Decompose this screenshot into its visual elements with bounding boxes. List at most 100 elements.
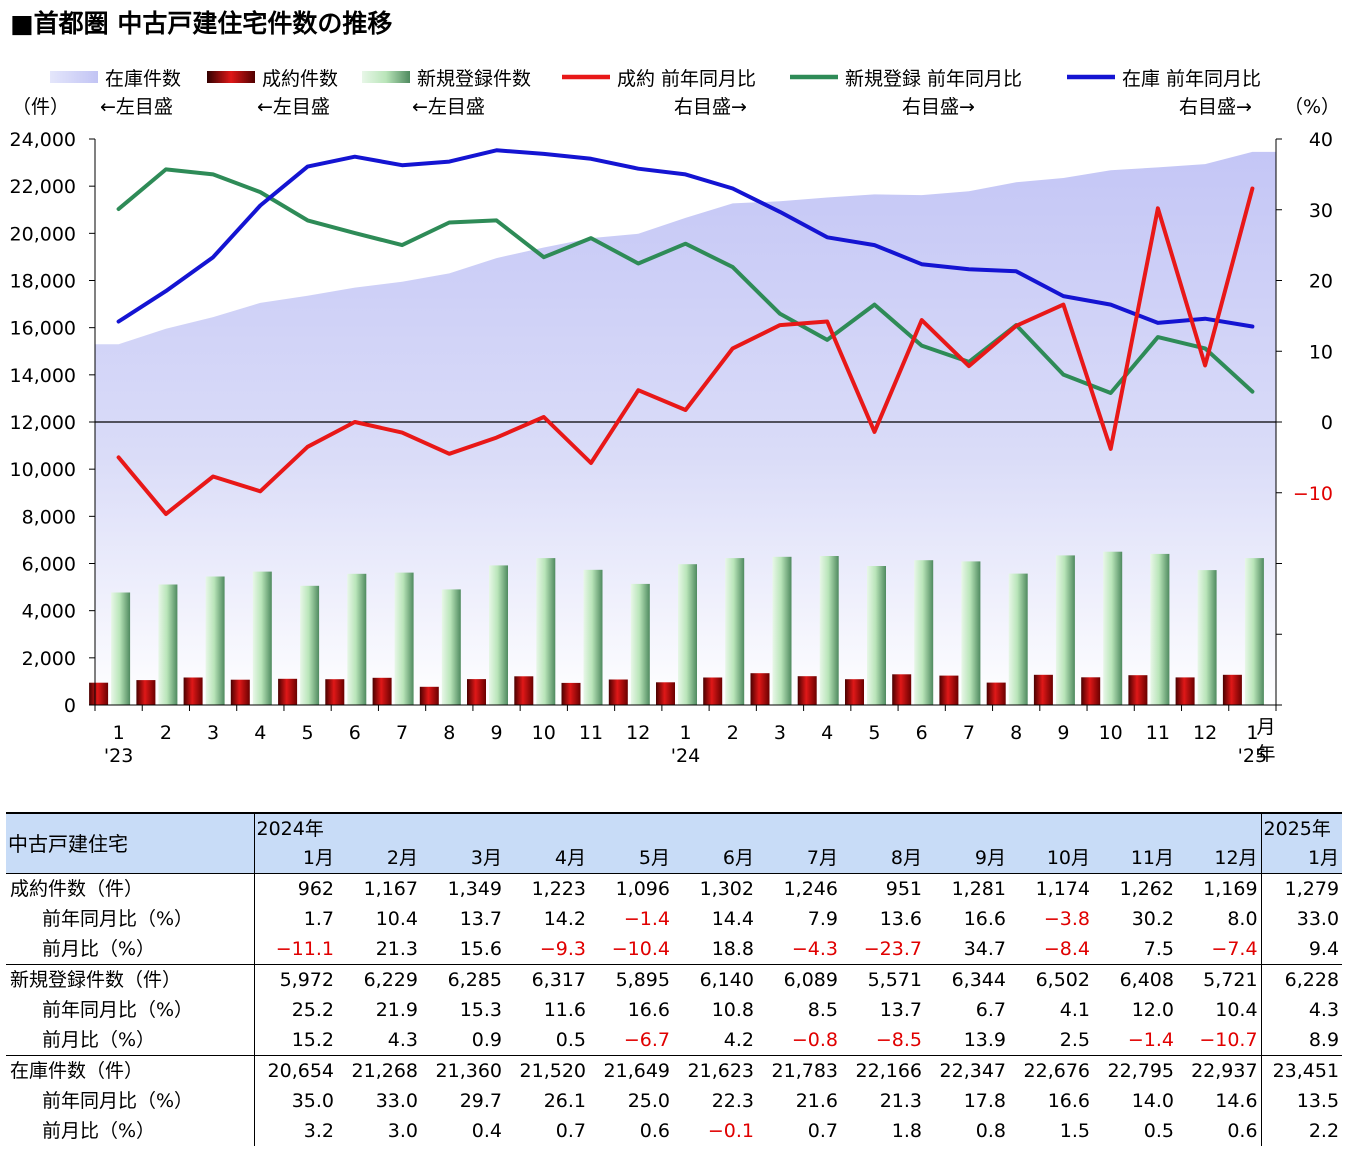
bar-new-listings bbox=[536, 558, 556, 705]
table-row-label: 前月比（%） bbox=[6, 1025, 255, 1056]
table-cell: −23.7 bbox=[863, 938, 922, 960]
x-tick-label: 4 bbox=[254, 722, 266, 744]
table-cell: 6,228 bbox=[1260, 964, 1343, 995]
bar-new-listings bbox=[678, 564, 697, 705]
table-cell: 22,795 bbox=[1093, 1055, 1177, 1086]
table-cell: 0.6 bbox=[1227, 1120, 1258, 1142]
table-row: 成約件数（件） 962 1,167 1,349 1,223 1,096 1,302 1,246… bbox=[6, 873, 1343, 904]
table-cell: 16.6 bbox=[963, 908, 1006, 930]
bar-contracts bbox=[892, 674, 912, 705]
bar-contracts bbox=[1175, 677, 1195, 705]
table-row-label: 新規登録件数（件） bbox=[6, 964, 255, 995]
table-cell: −4.3 bbox=[791, 938, 838, 960]
table-corner-label: 中古戸建住宅 bbox=[6, 812, 255, 874]
bar-contracts bbox=[372, 677, 392, 705]
x-tick-label: 7 bbox=[396, 722, 408, 744]
table-cell: 8.0 bbox=[1227, 908, 1258, 930]
table-cell: 6,229 bbox=[337, 964, 421, 995]
legend-swatch-bar bbox=[207, 71, 255, 83]
table-cell: 951 bbox=[841, 873, 925, 904]
bar-contracts bbox=[1222, 674, 1242, 705]
bar-contracts bbox=[703, 677, 723, 705]
table-cell: 6,502 bbox=[1009, 964, 1093, 995]
bar-new-listings bbox=[725, 558, 745, 705]
table-month-header: 8月 bbox=[841, 844, 925, 874]
bar-contracts bbox=[656, 682, 675, 705]
x-year-label: '23 bbox=[104, 745, 133, 767]
table-cell: 0.8 bbox=[975, 1120, 1006, 1142]
table-cell: −9.3 bbox=[539, 938, 586, 960]
bar-new-listings bbox=[1150, 553, 1170, 705]
table-cell: 16.6 bbox=[1047, 1090, 1090, 1112]
x-tick-label: 11 bbox=[579, 722, 603, 744]
left-tick-label: 2,000 bbox=[22, 648, 76, 670]
table-cell: 33.0 bbox=[1260, 904, 1343, 934]
table-row-label: 成約件数（件） bbox=[6, 873, 255, 904]
table-row: 前年同月比（%） 35.0 33.0 29.7 26.1 25.0 22.3 21.6 21.3… bbox=[6, 1086, 1343, 1116]
table-row: 在庫件数（件） 20,654 21,268 21,360 21,520 21,649 21,… bbox=[6, 1055, 1343, 1086]
left-tick-label: 22,000 bbox=[10, 176, 76, 198]
table-cell: −0.8 bbox=[791, 1029, 838, 1051]
bar-new-listings bbox=[205, 576, 225, 705]
bar-new-listings bbox=[1244, 558, 1264, 705]
line-new-listings-yoy bbox=[116, 167, 1255, 395]
right-tick-label: 40 bbox=[1309, 129, 1333, 151]
left-tick-label: 0 bbox=[64, 695, 76, 717]
table-cell: 21.3 bbox=[375, 938, 418, 960]
table-cell: 6,089 bbox=[757, 964, 841, 995]
table-cell: 8.5 bbox=[807, 999, 838, 1021]
x-tick-label: 5 bbox=[302, 722, 314, 744]
table-cell: 3.2 bbox=[303, 1120, 334, 1142]
table-row-label: 在庫件数（件） bbox=[6, 1055, 255, 1086]
bar-new-listings bbox=[111, 592, 131, 705]
table-month-header: 5月 bbox=[589, 844, 673, 874]
table-cell: 1.8 bbox=[891, 1120, 922, 1142]
x-month-unit: 月 bbox=[1256, 716, 1275, 738]
x-tick-label: 6 bbox=[349, 722, 361, 744]
x-tick-label: 9 bbox=[1057, 722, 1069, 744]
table-cell: 6,344 bbox=[925, 964, 1009, 995]
table-cell: 21,649 bbox=[589, 1055, 673, 1086]
table-cell: 20,654 bbox=[254, 1055, 337, 1086]
bar-new-listings bbox=[489, 565, 508, 705]
table-cell: 21,360 bbox=[421, 1055, 505, 1086]
x-tick-label: 3 bbox=[774, 722, 786, 744]
table-cell: 30.2 bbox=[1131, 908, 1174, 930]
x-tick-label: 11 bbox=[1146, 722, 1170, 744]
table-cell: 4.3 bbox=[1260, 995, 1343, 1025]
table-month-header: 3月 bbox=[421, 844, 505, 874]
x-tick-label: 1 bbox=[113, 722, 125, 744]
right-tick-label: 0 bbox=[1321, 412, 1333, 434]
table-cell: 22,347 bbox=[925, 1055, 1009, 1086]
bar-contracts bbox=[514, 676, 534, 705]
bar-new-listings bbox=[441, 589, 461, 705]
line-contracts-yoy bbox=[116, 186, 1255, 516]
table-cell: 13.7 bbox=[879, 999, 922, 1021]
table-cell: −10.4 bbox=[611, 938, 670, 960]
x-year-label: '25 bbox=[1238, 745, 1267, 767]
table-cell: 21,268 bbox=[337, 1055, 421, 1086]
x-tick-label: 6 bbox=[916, 722, 928, 744]
table-month-header: 10月 bbox=[1009, 844, 1093, 874]
table-month-header: 9月 bbox=[925, 844, 1009, 874]
table-cell: 18.8 bbox=[711, 938, 754, 960]
x-tick-label: 12 bbox=[1193, 722, 1217, 744]
left-tick-label: 8,000 bbox=[22, 506, 76, 528]
line-inventory-yoy bbox=[116, 148, 1255, 329]
table-cell: 4.3 bbox=[387, 1029, 418, 1051]
table-cell: 17.8 bbox=[963, 1090, 1006, 1112]
left-tick-label: 14,000 bbox=[10, 365, 76, 387]
table-cell: 14.0 bbox=[1131, 1090, 1174, 1112]
table-row: 前年同月比（%） 1.7 10.4 13.7 14.2 −1.4 14.4 7.9 13.6 16… bbox=[6, 904, 1343, 934]
table-row: 前月比（%） −11.1 21.3 15.6 −9.3 −10.4 18.8 −4.3 −23.… bbox=[6, 934, 1343, 965]
right-tick-label: 10 bbox=[1309, 341, 1333, 363]
table-cell: 1,262 bbox=[1093, 873, 1177, 904]
x-tick-label: 7 bbox=[963, 722, 975, 744]
table-cell: 1,349 bbox=[421, 873, 505, 904]
table-cell: 14.4 bbox=[711, 908, 754, 930]
table-cell: 22.3 bbox=[711, 1090, 754, 1112]
table-cell: 21.9 bbox=[375, 999, 418, 1021]
table-cell: 0.7 bbox=[807, 1120, 838, 1142]
table-cell: 1,279 bbox=[1260, 873, 1343, 904]
